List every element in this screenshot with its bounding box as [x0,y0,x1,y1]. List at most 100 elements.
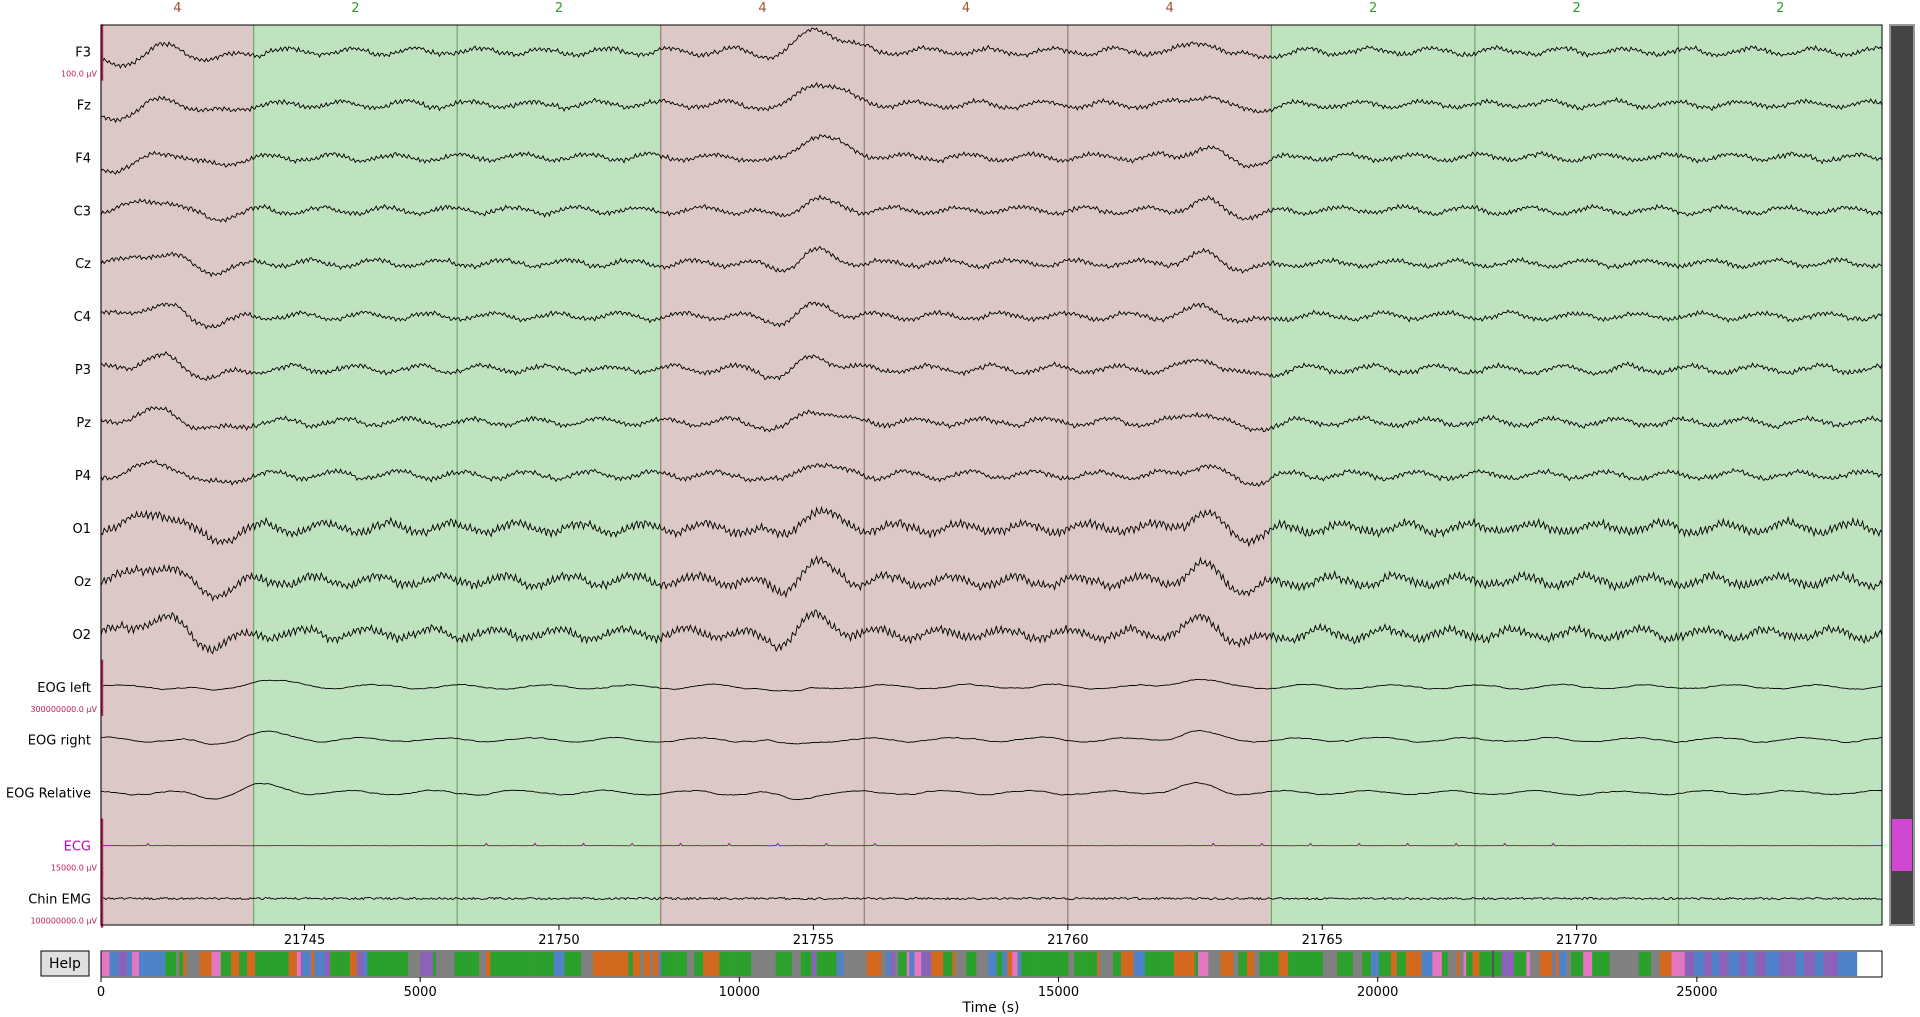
overview-epoch[interactable] [898,952,908,976]
channel-name[interactable]: EOG Relative [6,787,91,802]
overview-epoch[interactable] [420,952,434,976]
overview-epoch[interactable] [1133,952,1146,976]
channel-name[interactable]: Fz [77,98,91,113]
overview-epoch[interactable] [605,952,617,976]
overview-epoch[interactable] [762,952,776,976]
overview-epoch[interactable] [1615,952,1627,976]
overview-epoch[interactable] [661,952,675,976]
overview-epoch[interactable] [1305,952,1313,976]
overview-epoch[interactable] [800,952,804,976]
overview-epoch[interactable] [652,952,660,976]
overview-epoch[interactable] [1417,952,1422,976]
overview-epoch[interactable] [632,952,641,976]
help-button[interactable]: Help [40,950,90,977]
overview-epoch[interactable] [1421,952,1433,976]
overview-epoch[interactable] [1084,952,1094,976]
overview-epoch[interactable] [1068,952,1075,976]
overview-epoch[interactable] [373,952,388,976]
overview-epoch[interactable] [571,952,582,976]
overview-epoch[interactable] [302,952,312,976]
overview-epoch[interactable] [886,952,891,976]
overview-epoch[interactable] [827,952,838,976]
overview-epoch[interactable] [199,952,212,976]
overview-epoch[interactable] [931,952,944,976]
overview-epoch[interactable] [711,952,720,976]
overview-epoch[interactable] [151,952,166,976]
overview-epoch[interactable] [518,952,531,976]
overview-epoch[interactable] [1746,952,1752,976]
overview-epoch[interactable] [1097,952,1100,976]
channel-name[interactable]: Pz [76,416,91,431]
overview-epoch[interactable] [1834,952,1839,976]
channel-name[interactable]: F3 [75,45,91,60]
overview-epoch[interactable] [1479,952,1490,976]
overview-epoch[interactable] [138,952,153,976]
overview-epoch[interactable] [909,952,915,976]
overview-epoch[interactable] [1456,952,1461,976]
overview-epoch[interactable] [881,952,887,976]
overview-epoch[interactable] [643,952,651,976]
channel-name[interactable]: P4 [75,469,91,484]
overview-epoch[interactable] [914,952,922,976]
overview-epoch[interactable] [816,952,828,976]
overview-epoch[interactable] [1040,952,1044,976]
overview-epoch[interactable] [179,952,184,976]
overview-epoch[interactable] [386,952,396,976]
overview-epoch[interactable] [658,952,662,976]
overview-stripes[interactable] [101,952,1858,976]
overview-epoch[interactable] [1489,952,1502,976]
channel-name[interactable]: EOG left [37,681,91,696]
overview-epoch[interactable] [1558,952,1567,976]
overview-epoch[interactable] [1604,952,1610,976]
overview-epoch[interactable] [1002,952,1008,976]
overview-epoch[interactable] [1352,952,1363,976]
overview-epoch[interactable] [479,952,487,976]
overview-epoch[interactable] [254,952,269,976]
overview-epoch[interactable] [1638,952,1652,976]
overview-epoch[interactable] [220,952,225,976]
overview-epoch[interactable] [1728,952,1740,976]
overview-epoch[interactable] [1312,952,1324,976]
channel-name[interactable]: F4 [75,151,91,166]
overview-epoch[interactable] [497,952,511,976]
overview-epoch[interactable] [490,952,498,976]
overview-epoch[interactable] [435,952,447,976]
overview-epoch[interactable] [1552,952,1556,976]
overview-epoch[interactable] [1837,952,1845,976]
overview-epoch[interactable] [779,952,782,976]
overview-epoch[interactable] [1144,952,1150,976]
overview-epoch[interactable] [1220,952,1234,976]
overview-epoch[interactable] [231,952,240,976]
overview-epoch[interactable] [1555,952,1560,976]
channel-name[interactable]: C4 [74,310,91,325]
overview-epoch[interactable] [1501,952,1515,976]
overview-epoch[interactable] [296,952,302,976]
overview-epoch[interactable] [1021,952,1034,976]
overview-epoch[interactable] [566,952,572,976]
vertical-scrollbar[interactable] [1889,24,1915,926]
overview-epoch[interactable] [1788,952,1797,976]
overview-epoch[interactable] [1254,952,1260,976]
overview-epoch[interactable] [246,952,256,976]
overview-epoch[interactable] [1247,952,1255,976]
overview-epoch[interactable] [1074,952,1079,976]
overview-epoch[interactable] [1093,952,1098,976]
vscroll-track[interactable] [1889,24,1915,926]
overview-epoch[interactable] [1739,952,1748,976]
overview-epoch[interactable] [1162,952,1167,976]
overview-epoch[interactable] [1099,952,1105,976]
channel-name[interactable]: C3 [74,204,91,219]
overview-epoch[interactable] [239,952,248,976]
overview-epoch[interactable] [674,952,688,976]
overview-epoch[interactable] [1516,952,1527,976]
overview-epoch[interactable] [866,952,872,976]
overview-epoch[interactable] [1349,952,1354,976]
overview-window-marker[interactable] [1492,951,1494,977]
vscroll-thumb[interactable] [1892,819,1912,871]
overview-epoch[interactable] [1539,952,1553,976]
overview-epoch[interactable] [1033,952,1041,976]
overview-epoch[interactable] [640,952,644,976]
overview-epoch[interactable] [1291,952,1295,976]
overview-epoch[interactable] [1778,952,1789,976]
overview-epoch[interactable] [1530,952,1541,976]
